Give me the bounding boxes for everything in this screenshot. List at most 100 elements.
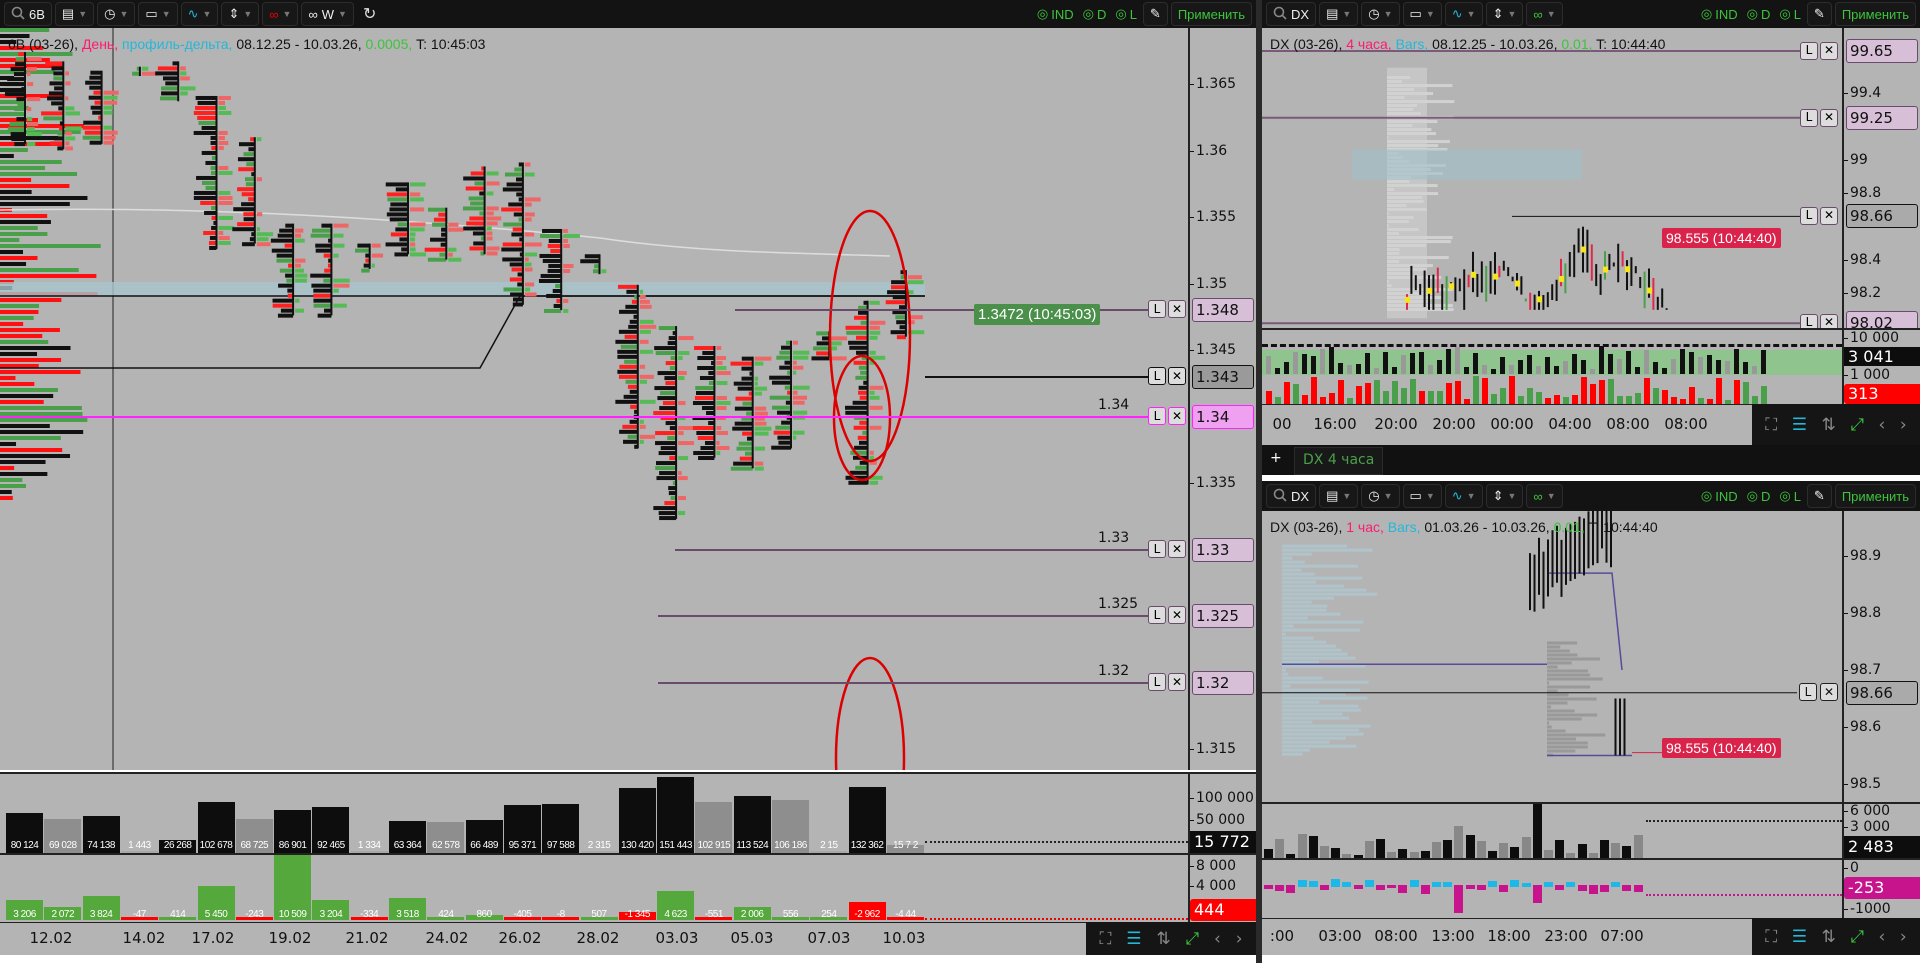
price-level-line[interactable] <box>735 309 1150 312</box>
main-price-chart[interactable]: 6B (03-26), День, профиль-дельта, 08.12.… <box>0 28 1188 770</box>
apply-button[interactable]: Применить <box>1834 2 1916 26</box>
apply-button[interactable]: Применить <box>1834 484 1916 508</box>
delta-bar <box>1698 398 1704 404</box>
settings-sliders-icon[interactable]: ☰ <box>1126 928 1142 949</box>
toggle-ind[interactable]: ◎ IND <box>1701 488 1738 504</box>
toggle-l[interactable]: ◎ L <box>1115 6 1137 22</box>
lock-level-button[interactable]: L <box>1148 406 1166 425</box>
remove-level-button[interactable]: ✕ <box>1168 606 1186 624</box>
scroll-left-icon[interactable]: ‹ <box>1214 928 1221 949</box>
template-button[interactable]: ▤ ▼ <box>1319 2 1359 26</box>
apply-button[interactable]: Применить <box>1170 2 1252 26</box>
remove-level-button[interactable]: ✕ <box>1820 42 1838 60</box>
timeframe-button[interactable]: ◷ ▼ <box>1361 484 1400 508</box>
add-tab-button[interactable]: + <box>1270 450 1282 466</box>
chart-type-button[interactable]: ∿ ▼ <box>1444 2 1483 26</box>
draw-button[interactable]: ✎ <box>1142 2 1168 26</box>
lock-level-button[interactable]: L <box>1148 366 1166 385</box>
scroll-left-icon[interactable]: ‹ <box>1878 926 1886 947</box>
autoscale-icon[interactable]: ⇅ <box>1821 926 1836 947</box>
settings-sliders-icon[interactable]: ☰ <box>1791 414 1807 435</box>
remove-level-button[interactable]: ✕ <box>1168 300 1186 319</box>
lock-level-button[interactable]: L <box>1800 108 1818 127</box>
volume-bar <box>274 809 312 853</box>
expand-icon[interactable]: ⤢ <box>1850 414 1864 435</box>
main-price-axis[interactable]: 1.365 1.36 1.355 1.35 1.345 1.335 1.315 1.348 1.… <box>1188 28 1256 770</box>
autoscale-icon[interactable]: ⇅ <box>1821 414 1836 435</box>
remove-level-button[interactable]: ✕ <box>1168 406 1186 425</box>
toggle-ind[interactable]: ◎ IND <box>1037 6 1074 22</box>
timeframe-button[interactable]: ◷ ▼ <box>97 2 136 26</box>
time-label: 08:00 <box>1374 927 1418 945</box>
autoscale-icon[interactable]: ⇅ <box>1156 928 1171 949</box>
upper-right-time-axis[interactable]: 00 16:00 20:00 20:00 00:00 04:00 08:00 08:00 <box>1262 404 1752 445</box>
toggle-d[interactable]: ◎ D <box>1083 6 1107 22</box>
toggle-l[interactable]: ◎ L <box>1779 6 1801 22</box>
draw-button[interactable]: ✎ <box>1806 484 1832 508</box>
link-button[interactable]: ∞ ▼ <box>262 2 299 26</box>
lock-level-button[interactable]: L <box>1800 207 1818 226</box>
link-group-button[interactable]: ∞ W ▼ <box>301 2 354 26</box>
toggle-d[interactable]: ◎ D <box>1747 488 1771 504</box>
fullscreen-icon[interactable]: ⛶ <box>1765 926 1778 947</box>
template-button[interactable]: ▤ ▼ <box>1319 484 1359 508</box>
timeframe-button[interactable]: ◷ ▼ <box>1361 2 1400 26</box>
remove-level-button[interactable]: ✕ <box>1168 366 1186 385</box>
price-level-line[interactable] <box>925 375 1150 378</box>
scroll-right-icon[interactable]: › <box>1899 414 1907 435</box>
remove-level-button[interactable]: ✕ <box>1820 108 1838 127</box>
scale-button[interactable]: ⇕ ▼ <box>221 2 260 26</box>
remove-level-button[interactable]: ✕ <box>1820 683 1838 701</box>
link-button[interactable]: ∞ ▼ <box>1526 2 1563 26</box>
volume-bar <box>1308 836 1318 858</box>
upper-right-price-chart[interactable]: DX (03-26), 4 часа, Bars, 08.12.25 - 10.… <box>1262 28 1842 328</box>
tab-dx-4h[interactable]: DX 4 часа <box>1294 447 1384 475</box>
panel-divider[interactable] <box>1256 0 1262 963</box>
remove-level-button[interactable]: ✕ <box>1168 672 1186 691</box>
remove-level-button[interactable]: ✕ <box>1820 314 1838 328</box>
symbol-search[interactable]: DX <box>1266 2 1317 26</box>
calendar-button[interactable]: ▭ ▼ <box>1402 2 1442 26</box>
toggle-d[interactable]: ◎ D <box>1747 6 1771 22</box>
toggle-ind[interactable]: ◎ IND <box>1701 6 1738 22</box>
settings-sliders-icon[interactable]: ☰ <box>1791 926 1807 947</box>
fullscreen-icon[interactable]: ⛶ <box>1765 414 1778 435</box>
link-button[interactable]: ∞ ▼ <box>1526 484 1563 508</box>
lock-level-button[interactable]: L <box>1800 42 1818 60</box>
scroll-right-icon[interactable]: › <box>1899 926 1907 947</box>
symbol-search[interactable]: DX <box>1266 484 1317 508</box>
lock-level-button[interactable]: L <box>1148 539 1166 558</box>
scale-button[interactable]: ⇕ ▼ <box>1485 2 1524 26</box>
undo-icon[interactable]: ↻ <box>362 6 377 23</box>
lock-level-button[interactable]: L <box>1799 683 1817 701</box>
remove-level-button[interactable]: ✕ <box>1168 539 1186 558</box>
price-level-line[interactable] <box>658 681 1150 684</box>
scroll-left-icon[interactable]: ‹ <box>1878 414 1886 435</box>
expand-icon[interactable]: ⤢ <box>1185 928 1200 949</box>
toggle-l[interactable]: ◎ L <box>1779 488 1801 504</box>
lower-right-time-axis[interactable]: :00 03:00 08:00 13:00 18:00 23:00 07:00 <box>1262 918 1752 955</box>
scroll-right-icon[interactable]: › <box>1235 928 1243 949</box>
scale-button[interactable]: ⇕ ▼ <box>1485 484 1524 508</box>
upper-right-price-axis[interactable]: 99.4 99 98.8 98.4 98.2 99.65 99.25 98.66 98.02 <box>1842 28 1920 328</box>
lock-level-button[interactable]: L <box>1800 314 1818 328</box>
calendar-button[interactable]: ▭ ▼ <box>138 2 178 26</box>
lock-level-button[interactable]: L <box>1148 606 1166 624</box>
template-button[interactable]: ▤ ▼ <box>54 2 95 26</box>
lower-right-price-axis[interactable]: 98.9 98.8 98.7 98.6 98.5 98.66 <box>1842 511 1920 802</box>
expand-icon[interactable]: ⤢ <box>1850 926 1864 947</box>
lock-level-button[interactable]: L <box>1148 300 1166 319</box>
lock-level-button[interactable]: L <box>1148 672 1166 691</box>
calendar-button[interactable]: ▭ ▼ <box>1402 484 1442 508</box>
symbol-search[interactable]: 6B <box>4 2 52 26</box>
draw-button[interactable]: ✎ <box>1806 2 1832 26</box>
price-level-line[interactable] <box>0 415 1150 418</box>
price-level-line[interactable] <box>675 548 1150 551</box>
chart-type-button[interactable]: ∿ ▼ <box>1444 484 1483 508</box>
time-axis[interactable]: 12.02 14.02 17.02 19.02 21.02 24.02 26.02 28.02… <box>0 922 1086 955</box>
fullscreen-icon[interactable]: ⛶ <box>1099 928 1112 949</box>
lower-right-price-chart[interactable]: DX (03-26), 1 час, Bars, 01.03.26 - 10.0… <box>1262 511 1842 802</box>
chart-type-button[interactable]: ∿ ▼ <box>180 2 219 26</box>
price-level-line[interactable] <box>658 615 1150 617</box>
remove-level-button[interactable]: ✕ <box>1820 207 1838 226</box>
